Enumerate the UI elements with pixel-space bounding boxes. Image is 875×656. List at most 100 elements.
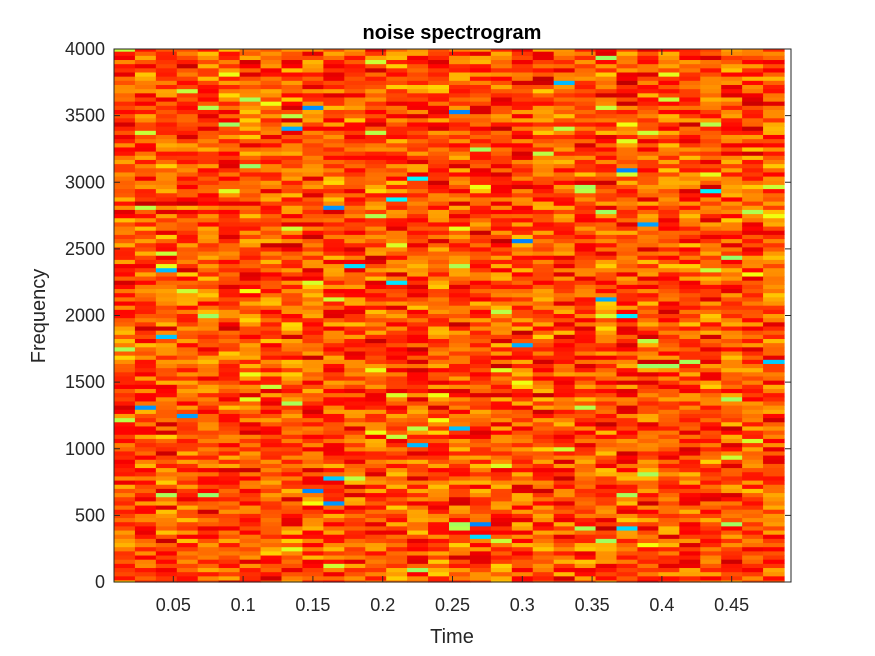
heatmap-cell — [344, 313, 366, 319]
heatmap-cell — [763, 200, 785, 206]
heatmap-cell — [511, 467, 534, 473]
heatmap-cell — [155, 250, 178, 256]
heatmap-cell — [553, 242, 576, 248]
heatmap-cell — [323, 84, 345, 90]
heatmap-cell — [700, 425, 722, 431]
heatmap-cell — [134, 546, 157, 552]
heatmap-cell — [511, 117, 534, 123]
heatmap-cell — [700, 209, 722, 215]
heatmap-cell — [469, 575, 492, 581]
heatmap-cell — [595, 392, 618, 398]
heatmap-cell — [176, 317, 199, 323]
heatmap-cell — [260, 142, 283, 148]
heatmap-cell — [616, 475, 639, 481]
heatmap-cell — [658, 355, 680, 360]
heatmap-cell — [260, 55, 283, 61]
heatmap-cell — [511, 413, 534, 419]
heatmap-cell — [721, 409, 743, 414]
heatmap-cell — [490, 117, 513, 123]
heatmap-cell — [763, 455, 785, 460]
heatmap-cell — [218, 450, 241, 456]
heatmap-cell — [616, 184, 639, 190]
heatmap-cell — [763, 126, 785, 131]
heatmap-cell — [155, 76, 178, 81]
heatmap-cell — [155, 325, 178, 331]
heatmap-cell — [721, 321, 743, 327]
heatmap-cell — [532, 171, 555, 177]
heatmap-cell — [742, 288, 764, 294]
heatmap-cell — [176, 321, 199, 327]
heatmap-cell — [176, 209, 199, 215]
heatmap-cell — [763, 525, 785, 531]
heatmap-cell — [469, 138, 492, 144]
heatmap-cell — [239, 234, 262, 240]
heatmap-cell — [323, 438, 345, 444]
heatmap-cell — [637, 300, 659, 306]
heatmap-cell — [679, 200, 701, 206]
heatmap-cell — [281, 388, 304, 394]
heatmap-cell — [134, 521, 157, 527]
heatmap-cell — [658, 509, 680, 514]
heatmap-cell — [239, 117, 262, 123]
heatmap-cell — [511, 296, 534, 302]
heatmap-cell — [134, 76, 157, 81]
heatmap-cell — [553, 575, 576, 581]
heatmap-cell — [553, 259, 576, 265]
heatmap-cell — [449, 275, 471, 281]
heatmap-cell — [344, 579, 366, 583]
heatmap-cell — [323, 338, 345, 344]
heatmap-cell — [449, 55, 471, 61]
heatmap-cell — [574, 300, 597, 306]
heatmap-cell — [721, 484, 743, 489]
heatmap-cell — [637, 225, 659, 231]
heatmap-cell — [176, 267, 199, 273]
heatmap-cell — [218, 159, 241, 165]
heatmap-cell — [616, 484, 639, 489]
heatmap-cell — [365, 84, 387, 90]
heatmap-cell — [114, 434, 136, 439]
heatmap-cell — [407, 575, 429, 581]
heatmap-cell — [574, 221, 597, 227]
heatmap-cell — [658, 55, 680, 61]
heatmap-cell — [218, 529, 241, 535]
heatmap-cell — [134, 176, 157, 181]
heatmap-cell — [490, 309, 513, 315]
heatmap-cell — [155, 96, 178, 102]
heatmap-cell — [700, 121, 722, 127]
heatmap-cell — [595, 330, 618, 335]
heatmap-cell — [365, 221, 387, 227]
heatmap-cell — [386, 296, 408, 302]
heatmap-cell — [595, 509, 618, 514]
heatmap-cell — [407, 196, 429, 202]
heatmap-cell — [407, 155, 429, 160]
heatmap-cell — [595, 55, 618, 61]
heatmap-cell — [511, 471, 534, 477]
heatmap-cell — [742, 234, 764, 240]
heatmap-cell — [553, 117, 576, 123]
heatmap-cell — [134, 196, 157, 202]
heatmap-cell — [763, 113, 785, 119]
heatmap-cell — [239, 421, 262, 427]
heatmap-cell — [721, 334, 743, 339]
heatmap-cell — [176, 167, 199, 173]
heatmap-cell — [386, 492, 408, 498]
heatmap-cell — [490, 484, 513, 489]
heatmap-cell — [134, 567, 157, 573]
heatmap-cell — [679, 250, 701, 256]
heatmap-cell — [323, 405, 345, 410]
heatmap-cell — [218, 346, 241, 352]
heatmap-cell — [197, 280, 220, 285]
heatmap-cell — [428, 84, 450, 90]
heatmap-cell — [134, 309, 157, 315]
heatmap-cell — [407, 396, 429, 402]
heatmap-cell — [155, 350, 178, 356]
heatmap-cell — [449, 546, 471, 552]
heatmap-cell — [239, 300, 262, 306]
heatmap-cell — [365, 484, 387, 489]
heatmap-cell — [260, 146, 283, 152]
heatmap-cell — [386, 151, 408, 156]
heatmap-cell — [511, 317, 534, 323]
heatmap-cell — [469, 213, 492, 219]
heatmap-cell — [365, 350, 387, 356]
heatmap-cell — [553, 567, 576, 573]
